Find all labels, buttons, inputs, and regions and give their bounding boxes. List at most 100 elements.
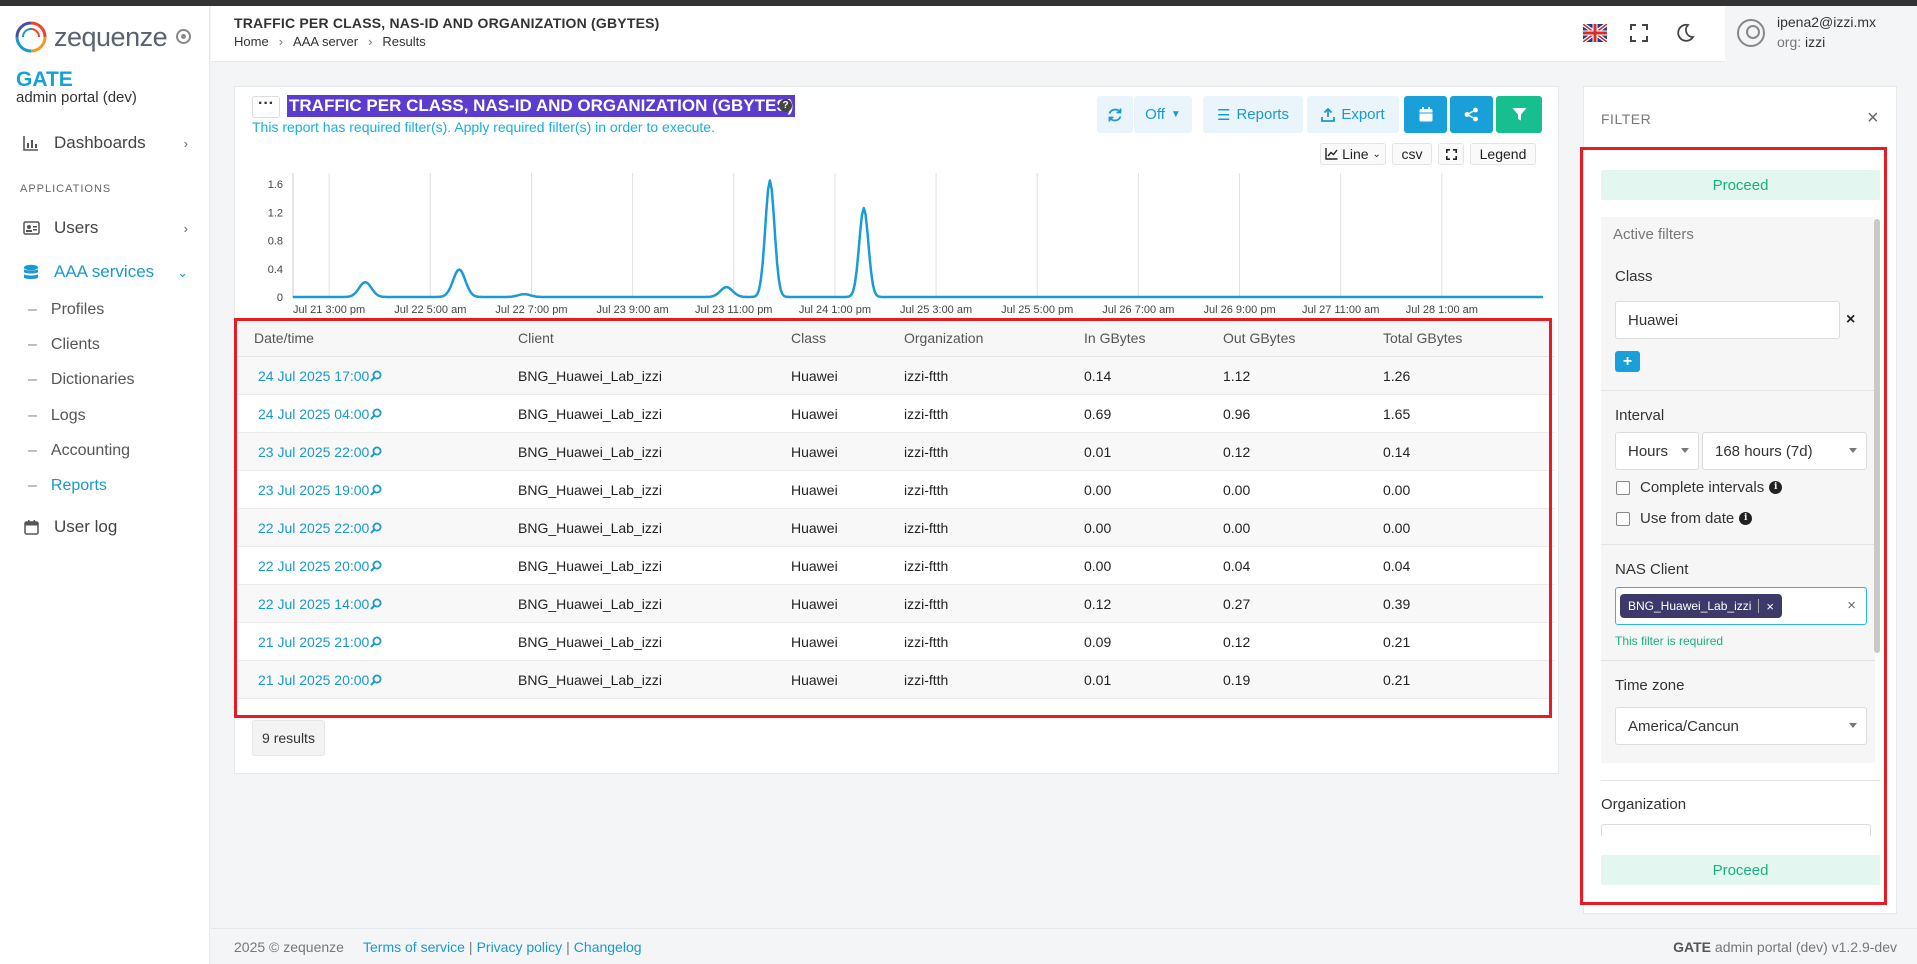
filter-button[interactable] [1496, 96, 1542, 133]
reports-button[interactable]: ☰ Reports [1203, 96, 1303, 133]
breadcrumb-aaa-server[interactable]: AAA server [293, 34, 359, 49]
caret-down-icon [1849, 723, 1857, 728]
logo[interactable]: zequenze [14, 20, 168, 54]
changelog-link[interactable]: Changelog [573, 939, 642, 955]
search-icon[interactable] [370, 560, 382, 572]
timezone-select[interactable]: America/Cancun [1615, 707, 1867, 745]
sidebar-subitem-accounting[interactable]: – Accounting [28, 442, 131, 459]
x-tick-label: Jul 25 5:00 pm [1001, 304, 1073, 315]
sidebar-subitem-logs[interactable]: – Logs [28, 407, 86, 424]
clear-icon[interactable]: × [1847, 597, 1856, 614]
breadcrumb-home[interactable]: Home [234, 34, 269, 49]
class-input[interactable]: Huawei [1615, 301, 1840, 339]
dark-mode-moon-icon[interactable] [1675, 23, 1695, 43]
chart-type-dropdown[interactable]: Line ⌄ [1320, 143, 1386, 165]
chart-fullscreen-button[interactable] [1438, 143, 1464, 165]
remove-class-icon[interactable]: × [1846, 311, 1856, 328]
terms-link[interactable]: Terms of service [363, 939, 465, 955]
table-cell: Huawei [791, 406, 838, 422]
search-icon[interactable] [370, 598, 382, 610]
table-cell: 0.12 [1223, 444, 1251, 460]
close-icon[interactable]: × [1867, 107, 1879, 129]
table-row: 22 Jul 2025 14:00 BNG_Huawei_Lab_izzi Huaw… [238, 585, 1555, 623]
footer: 2025 © zequenze Terms of service | Privacy… [211, 928, 1917, 964]
search-icon[interactable] [370, 408, 382, 420]
organization-select[interactable] [1601, 824, 1871, 836]
copyright: 2025 © zequenze [234, 939, 344, 955]
column-header[interactable]: Organization [904, 330, 984, 346]
data-point [523, 293, 525, 295]
fullscreen-icon[interactable] [1629, 23, 1649, 43]
table-row: 24 Jul 2025 04:00 BNG_Huawei_Lab_izzi Huaw… [238, 395, 1555, 433]
pin-sidebar-icon[interactable] [176, 29, 191, 44]
traffic-line-chart: 0 0.4 0.8 1.2 1.6 Jul 21 3:00 pm Jul 22 5:00 a… [268, 173, 1543, 315]
sidebar-subitem-profiles[interactable]: – Profiles [28, 301, 105, 318]
user-menu[interactable]: ipena2@izzi.mx org: izzi [1725, 6, 1917, 62]
datetime-link[interactable]: 24 Jul 2025 17:00 [258, 368, 370, 384]
csv-button[interactable]: csv [1392, 143, 1432, 165]
share-button[interactable] [1450, 96, 1493, 133]
table-cell: Huawei [791, 596, 838, 612]
interval-unit-select[interactable]: Hours [1615, 432, 1699, 470]
column-header[interactable]: Out GBytes [1223, 330, 1296, 346]
proceed-button-bottom[interactable]: Proceed [1601, 855, 1880, 885]
table-cell: izzi-ftth [904, 368, 949, 384]
info-icon[interactable]: i [1769, 481, 1783, 494]
complete-intervals-checkbox[interactable] [1616, 481, 1630, 495]
interval-value-select[interactable]: 168 hours (7d) [1702, 432, 1867, 470]
chevron-down-icon: ⌄ [1372, 148, 1381, 160]
add-class-button[interactable]: + [1615, 351, 1640, 372]
datetime-link[interactable]: 22 Jul 2025 22:00 [258, 520, 370, 536]
datetime-link[interactable]: 23 Jul 2025 19:00 [258, 482, 370, 498]
datetime-link[interactable]: 22 Jul 2025 14:00 [258, 596, 370, 612]
table-row: 21 Jul 2025 20:00 BNG_Huawei_Lab_izzi Huaw… [238, 661, 1555, 699]
sidebar-item-aaa-services[interactable]: AAA services ⌄ [0, 255, 210, 289]
y-tick-label: 1.6 [268, 179, 283, 191]
column-header[interactable]: Total GBytes [1383, 330, 1463, 346]
proceed-button-top[interactable]: Proceed [1601, 170, 1880, 200]
sidebar-item-users[interactable]: Users › [0, 211, 210, 245]
search-icon[interactable] [370, 522, 382, 534]
column-header[interactable]: Client [518, 330, 554, 346]
info-icon[interactable]: i [1739, 512, 1753, 525]
column-header[interactable]: Class [791, 330, 827, 346]
sidebar-item-dashboards[interactable]: Dashboards › [0, 126, 210, 160]
search-icon[interactable] [370, 446, 382, 458]
table-cell: BNG_Huawei_Lab_izzi [518, 672, 662, 688]
table-cell: Huawei [791, 482, 838, 498]
sidebar-item-label: Clients [50, 336, 100, 353]
search-icon[interactable] [370, 636, 382, 648]
auto-refresh-dropdown[interactable]: Off ▼ [1134, 96, 1192, 133]
database-icon [22, 263, 40, 281]
search-icon[interactable] [370, 370, 382, 382]
privacy-link[interactable]: Privacy policy [476, 939, 563, 955]
help-icon[interactable]: ? [779, 99, 792, 112]
chevron-right-icon: › [183, 221, 188, 236]
refresh-button[interactable] [1097, 96, 1133, 133]
calendar-button[interactable] [1404, 96, 1447, 133]
column-header[interactable]: In GBytes [1084, 330, 1146, 346]
search-icon[interactable] [370, 674, 382, 686]
table-cell: 0.04 [1223, 558, 1251, 574]
datetime-link[interactable]: 21 Jul 2025 21:00 [258, 634, 370, 650]
datetime-link[interactable]: 21 Jul 2025 20:00 [258, 672, 370, 688]
datetime-link[interactable]: 22 Jul 2025 20:00 [258, 558, 370, 574]
sidebar-subitem-clients[interactable]: – Clients [28, 336, 100, 353]
datetime-link[interactable]: 24 Jul 2025 04:00 [258, 406, 370, 422]
sidebar-item-user-log[interactable]: User log [0, 510, 210, 544]
search-icon[interactable] [370, 484, 382, 496]
table-cell: 0.00 [1084, 482, 1112, 498]
column-header[interactable]: Date/time [254, 330, 314, 346]
sidebar-subitem-dictionaries[interactable]: – Dictionaries [28, 371, 135, 388]
table-cell: 0.12 [1084, 596, 1112, 612]
datetime-link[interactable]: 23 Jul 2025 22:00 [258, 444, 370, 460]
remove-tag-icon[interactable]: × [1766, 598, 1774, 614]
legend-button[interactable]: Legend [1470, 143, 1536, 165]
nas-client-multiselect[interactable]: BNG_Huawei_Lab_izzi × × [1615, 587, 1867, 625]
more-options-button[interactable]: ··· [252, 96, 280, 118]
uk-flag-icon[interactable] [1583, 24, 1607, 42]
export-button[interactable]: Export [1307, 96, 1399, 133]
use-from-date-checkbox[interactable] [1616, 512, 1630, 526]
filter-scrollbar[interactable] [1874, 219, 1880, 653]
sidebar-subitem-reports[interactable]: – Reports [28, 477, 107, 494]
